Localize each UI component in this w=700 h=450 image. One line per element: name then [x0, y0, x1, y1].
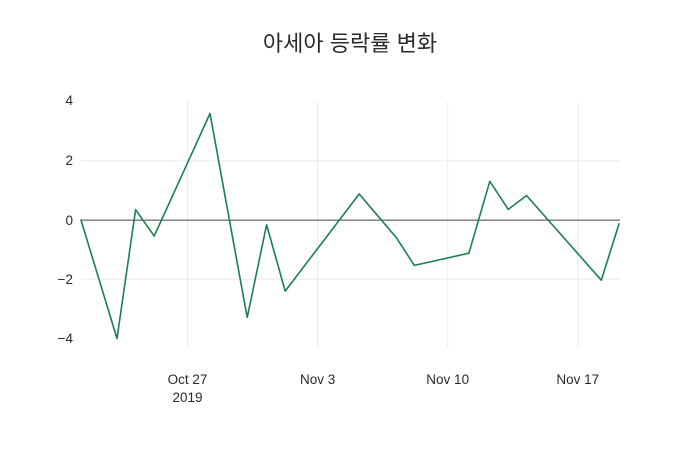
svg-text:Nov 17: Nov 17: [556, 372, 599, 387]
svg-text:2: 2: [65, 153, 73, 168]
svg-text:2019: 2019: [172, 390, 202, 405]
svg-text:0: 0: [65, 213, 73, 228]
svg-text:−2: −2: [58, 272, 73, 287]
svg-text:Nov 10: Nov 10: [426, 372, 469, 387]
svg-text:4: 4: [65, 93, 73, 108]
svg-text:−4: −4: [58, 331, 74, 346]
svg-text:Nov 3: Nov 3: [300, 372, 335, 387]
svg-text:Oct 27: Oct 27: [168, 372, 208, 387]
